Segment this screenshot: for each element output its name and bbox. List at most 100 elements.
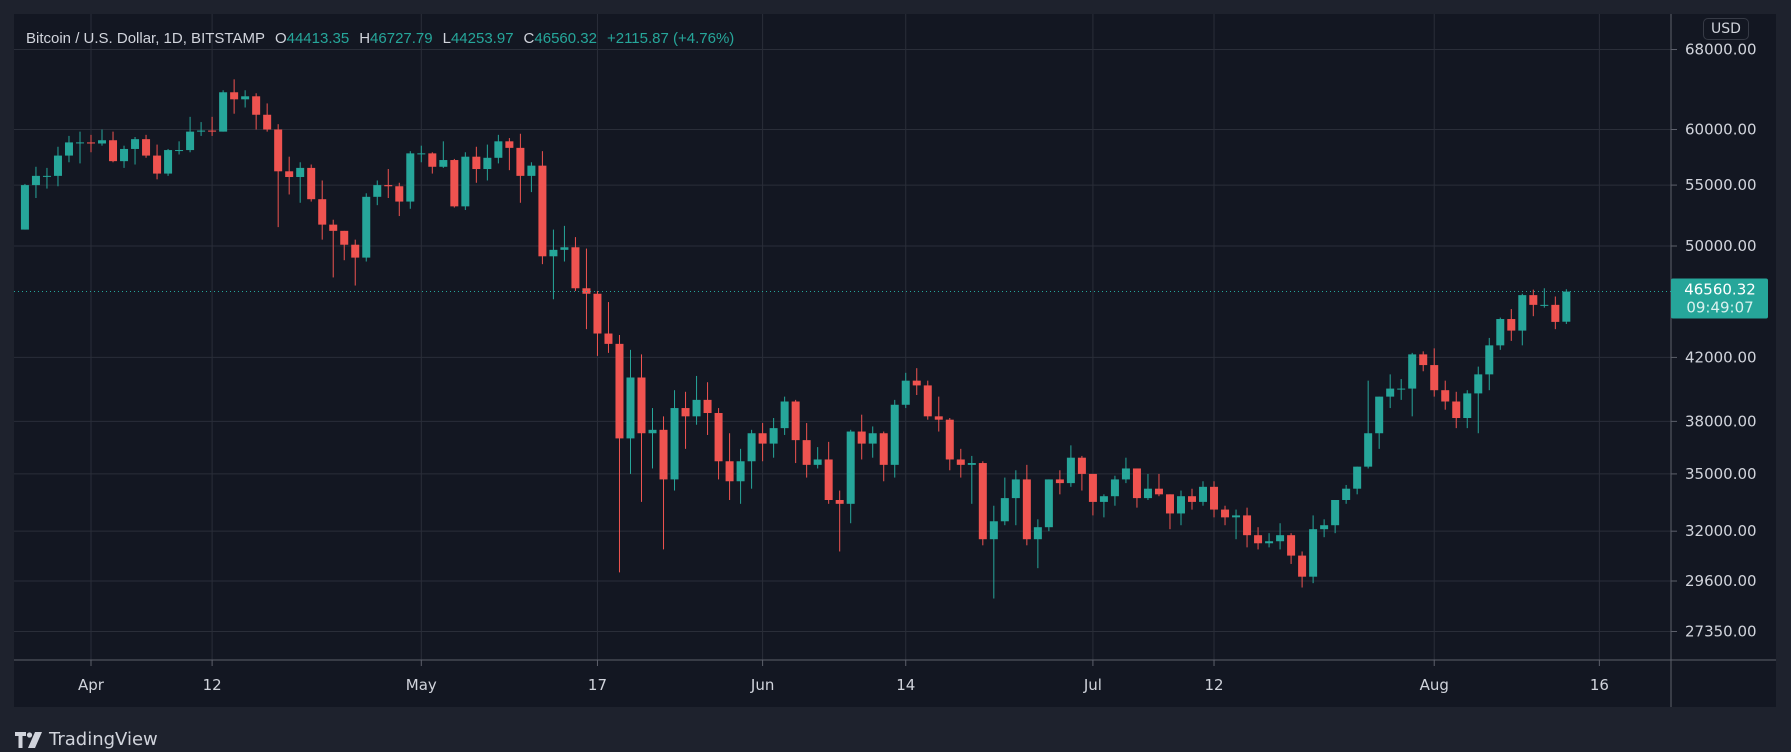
candle-body: [186, 131, 195, 151]
candle-body: [164, 150, 173, 174]
candle: [989, 505, 998, 599]
candle: [53, 146, 62, 187]
candle-body: [769, 428, 778, 444]
candle-body: [87, 142, 95, 144]
price-axis[interactable]: 68000.00 60000.00 55000.00 50000.00 42000.00…: [1671, 41, 1757, 641]
candle-body: [1364, 433, 1373, 467]
candle-body: [813, 459, 822, 465]
symbol-legend: Bitcoin / U.S. Dollar, 1D, BITSTAMP O 444…: [14, 14, 734, 62]
candle-body: [75, 142, 84, 144]
candle-body: [439, 160, 448, 167]
candle: [736, 448, 745, 504]
candle: [329, 219, 338, 278]
candle-body: [483, 157, 492, 170]
candle-body: [1419, 354, 1428, 366]
candle: [1243, 507, 1252, 548]
candle: [450, 158, 459, 208]
candle: [307, 164, 316, 202]
candle-body: [1033, 527, 1042, 540]
candle-body: [703, 399, 712, 414]
candle: [868, 426, 877, 458]
candle-body: [626, 377, 635, 439]
price-tick-label: 55000.00: [1685, 176, 1757, 194]
symbol-title[interactable]: Bitcoin / U.S. Dollar, 1D, BITSTAMP: [26, 29, 265, 47]
candle-body: [604, 333, 613, 344]
candle: [912, 368, 921, 396]
candle: [42, 167, 51, 189]
candle: [1386, 374, 1395, 409]
candle: [659, 416, 668, 550]
time-axis[interactable]: Apr 12 May 17 Jun 14 Jul 12 Aug 16: [78, 660, 1609, 694]
candle-body: [208, 130, 217, 132]
candle-body: [20, 185, 29, 230]
candle-body: [725, 461, 734, 482]
price-tick-label: 35000.00: [1685, 465, 1757, 483]
currency-button[interactable]: USD: [1703, 18, 1749, 40]
candle: [824, 441, 833, 504]
candle: [1518, 293, 1527, 346]
candle-body: [1099, 496, 1108, 502]
candle-body: [31, 175, 40, 186]
candle: [1320, 519, 1329, 538]
candle: [1154, 473, 1163, 497]
candle-body: [1077, 457, 1086, 474]
candle-body: [395, 186, 404, 202]
candle-body: [758, 433, 767, 444]
candle: [75, 131, 84, 164]
candle: [428, 152, 437, 174]
candle: [1452, 391, 1461, 429]
candle: [131, 136, 140, 165]
candle: [274, 124, 283, 228]
candle: [560, 225, 569, 262]
candle-body: [681, 408, 690, 417]
candle: [384, 169, 393, 199]
candle-body: [714, 413, 723, 462]
candle-body: [802, 440, 811, 465]
candle: [1562, 289, 1571, 325]
close-value: 46560.32: [534, 29, 597, 47]
candle-body: [42, 175, 51, 177]
candle: [208, 116, 217, 136]
candle-body: [1110, 479, 1119, 497]
time-tick-label: Apr: [78, 676, 105, 694]
candle-body: [153, 155, 162, 174]
candle: [1375, 396, 1384, 449]
last-price-value: 46560.32: [1684, 281, 1756, 299]
candle: [835, 490, 844, 552]
candle: [494, 134, 503, 164]
candle-body: [1199, 486, 1208, 502]
candle-body: [516, 147, 525, 176]
candle: [109, 131, 118, 163]
tradingview-logo-icon: [15, 731, 42, 748]
candle-body: [494, 141, 503, 158]
candle-body: [846, 431, 855, 504]
candle-body: [615, 343, 624, 439]
time-tick-label: Aug: [1420, 676, 1449, 694]
candle: [1408, 352, 1417, 417]
tradingview-logo[interactable]: TradingView: [15, 729, 158, 750]
candle: [714, 408, 723, 480]
candle-body: [1408, 354, 1417, 389]
candle: [1353, 466, 1362, 495]
candle: [1342, 484, 1351, 504]
candle-body: [692, 399, 701, 417]
price-tick-label: 27350.00: [1685, 623, 1757, 641]
grid: [14, 14, 1671, 660]
candle-body: [1540, 304, 1549, 306]
candle-body: [1022, 479, 1031, 540]
candle: [725, 433, 734, 501]
candle: [285, 156, 294, 195]
candle-body: [956, 459, 965, 465]
candle: [1441, 380, 1450, 410]
candle: [1485, 337, 1494, 391]
candle: [1463, 390, 1472, 429]
candle-body: [1298, 555, 1307, 577]
candle-body: [384, 185, 393, 187]
time-tick-label: 12: [1204, 676, 1223, 694]
price-tick-label: 50000.00: [1685, 237, 1757, 255]
candle-body: [1154, 488, 1163, 495]
candle: [1165, 494, 1174, 530]
candle-body: [747, 433, 756, 462]
candle-body: [1518, 295, 1527, 331]
